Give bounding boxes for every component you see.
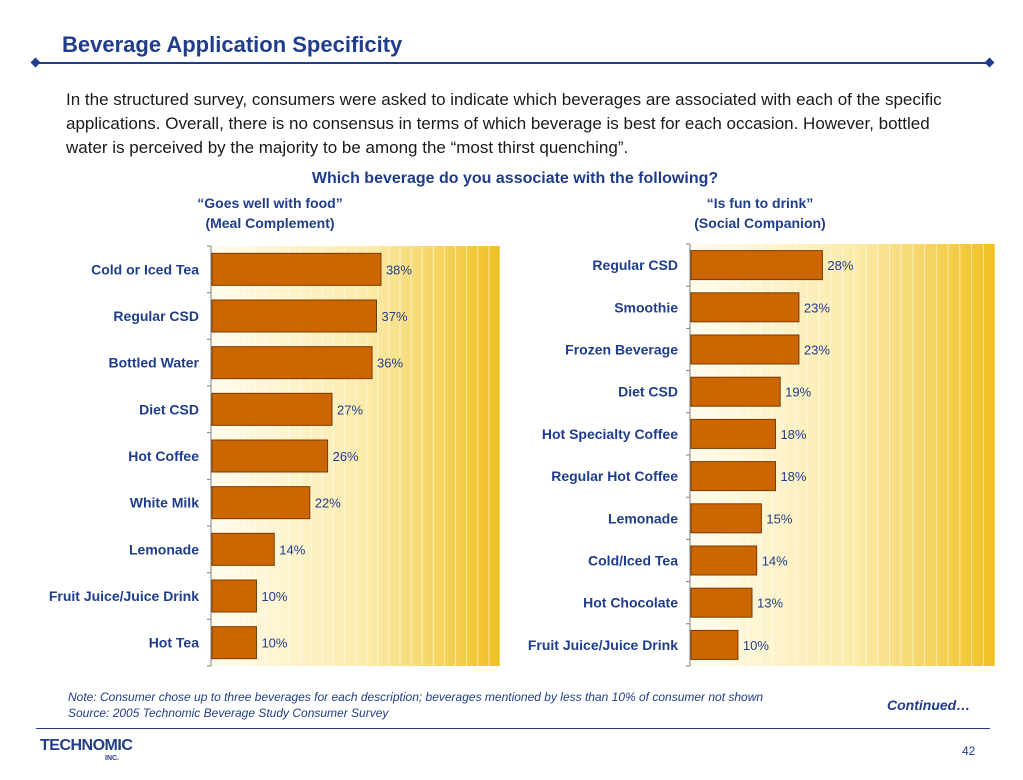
value-label: 18% [780,427,806,442]
category-label: Lemonade [608,510,678,526]
category-label: Regular Hot Coffee [551,468,678,484]
intro-paragraph: In the structured survey, consumers were… [66,90,942,157]
category-label: Hot Specialty Coffee [542,426,678,442]
category-label: Hot Coffee [128,448,199,464]
bar [690,545,758,576]
category-label: Smoothie [614,299,678,315]
value-label: 37% [382,309,408,324]
meal-complement-chart: 38% Cold or Iced Tea 37% Regular CSD 36% Bott… [49,245,501,667]
category-label: Hot Tea [149,635,200,651]
continued-label: Continued… [887,697,971,713]
value-label: 10% [261,589,287,604]
bar [211,579,257,613]
value-label: 22% [315,496,341,511]
left-chart-subtitle-line1: “Goes well with food” [197,195,343,211]
bar [690,334,800,365]
value-label: 26% [333,449,359,464]
page-number: 42 [962,744,976,758]
category-label: White Milk [130,495,199,511]
category-label: Bottled Water [109,355,200,371]
value-label: 36% [377,356,403,371]
bar [690,587,753,618]
right-chart-subtitle-line1: “Is fun to drink” [706,195,814,211]
title-rule [36,62,990,64]
value-label: 38% [386,262,412,277]
bar [690,629,739,660]
value-label: 28% [827,258,853,273]
bar [211,346,373,380]
social-companion-chart: 28% Regular CSD 23% Smoothie 23% Frozen Bever… [528,243,996,667]
category-label: Regular CSD [113,308,199,324]
source-text: Source: 2005 Technomic Beverage Study Co… [68,706,389,720]
category-label: Diet CSD [139,401,199,417]
bar [690,503,762,534]
bar [211,392,333,426]
note-text: Note: Consumer chose up to three beverag… [68,690,764,704]
value-label: 27% [337,402,363,417]
value-label: 10% [261,636,287,651]
category-label: Fruit Juice/Juice Drink [49,588,199,604]
bar [211,439,329,473]
survey-question: Which beverage do you associate with the… [311,170,719,187]
right-chart-subtitle-line2: (Social Companion) [694,215,826,231]
footnote: Note: Consumer chose up to three beverag… [68,689,763,721]
category-label: Diet CSD [618,384,678,400]
value-label: 15% [766,511,792,526]
value-label: 14% [279,542,305,557]
category-label: Cold/Iced Tea [588,553,678,569]
category-label: Lemonade [129,541,199,557]
right-chart-subtitle: “Is fun to drink” (Social Companion) [630,193,890,233]
page-title: Beverage Application Specificity [62,32,403,57]
category-label: Fruit Juice/Juice Drink [528,637,678,653]
bar [690,250,823,281]
value-label: 13% [757,596,783,611]
value-label: 23% [804,343,830,358]
bar [690,418,776,449]
bar [211,252,382,286]
category-label: Cold or Iced Tea [91,261,199,277]
bar [690,376,781,407]
bar [211,532,275,566]
value-label: 23% [804,300,830,315]
category-label: Frozen Beverage [565,342,678,358]
category-label: Regular CSD [592,257,678,273]
bar [211,626,257,660]
category-label: Hot Chocolate [583,595,678,611]
bar [690,292,800,323]
bar [690,461,776,492]
left-chart-subtitle-line2: (Meal Complement) [205,215,335,231]
value-label: 19% [785,385,811,400]
technomic-logo: TECHNOMIC [40,737,133,754]
technomic-logo-inc: INC. [105,755,119,762]
footer-rule [36,728,990,729]
left-chart-subtitle: “Goes well with food” (Meal Complement) [140,193,400,233]
value-label: 18% [780,469,806,484]
bar [211,486,311,520]
bar [211,299,378,333]
value-label: 14% [762,554,788,569]
value-label: 10% [743,638,769,653]
